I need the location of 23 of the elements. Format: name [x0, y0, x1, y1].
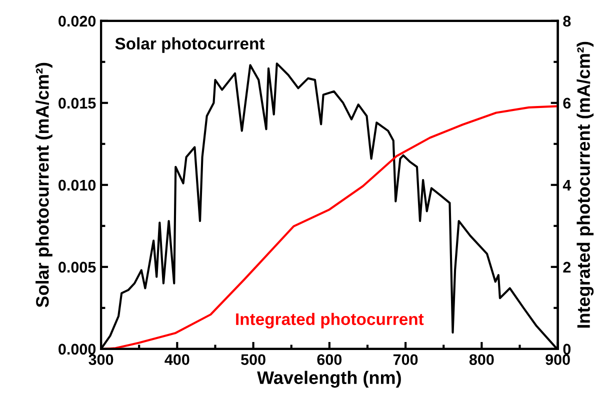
x-tick-label: 400: [164, 354, 190, 366]
x-tick-label: 800: [469, 354, 494, 366]
x-tick-label: 700: [393, 354, 418, 366]
y-tick-label: 0.005: [58, 262, 96, 273]
x-tick-label: 300: [88, 354, 114, 366]
y2-tick-label: 4: [562, 180, 572, 190]
y2-tick-label: 0: [563, 344, 571, 355]
y-tick-label: 0.000: [58, 344, 96, 355]
y-tick-label: 0.020: [58, 16, 96, 27]
x-axis-title: Wavelength (nm): [257, 370, 401, 388]
y-axis-title: Solar photocurrent (mA/cm²): [36, 62, 52, 308]
series-label: Integrated photocurrent: [236, 312, 424, 328]
x-tick-label: 900: [546, 354, 570, 366]
y-tick-label: 0.015: [58, 98, 96, 109]
y2-tick-label: 2: [563, 262, 571, 272]
x-tick-label: 600: [317, 354, 342, 366]
x-tick-label: 500: [241, 354, 266, 366]
series-label: Solar photocurrent: [115, 37, 265, 53]
y2-tick-label: 8: [563, 16, 571, 27]
y2-tick-label: 6: [563, 98, 571, 109]
line-series: [104, 105, 558, 349]
y-tick-label: 0.010: [58, 180, 96, 191]
y2-axis-title: Integrated photocurrent (mA/cm²): [576, 42, 594, 328]
